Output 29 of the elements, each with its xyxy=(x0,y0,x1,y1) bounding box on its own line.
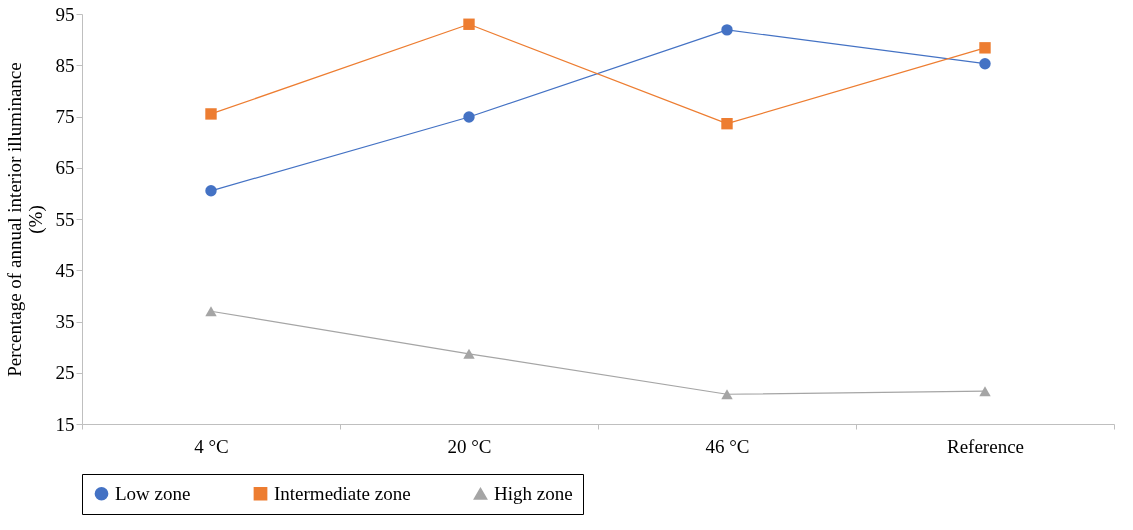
y-tick-label: 15 xyxy=(55,413,75,435)
point xyxy=(979,42,991,54)
point xyxy=(205,185,217,197)
legend-label: Low zone xyxy=(115,482,191,504)
x-tick-label: 46 °C xyxy=(705,435,750,457)
point xyxy=(979,386,991,397)
y-tick-label: 55 xyxy=(55,208,75,230)
point xyxy=(721,24,733,36)
legend-label: Intermediate zone xyxy=(274,482,411,504)
point xyxy=(463,348,475,359)
x-tick-label: Reference xyxy=(947,435,1024,457)
point xyxy=(463,111,475,123)
y-tick-label: 45 xyxy=(55,259,75,281)
y-tick-label: 65 xyxy=(55,157,75,179)
point xyxy=(721,389,733,400)
point xyxy=(721,117,733,130)
y-tick-label: 25 xyxy=(55,362,75,384)
y-axis-title: Percentage of annual interior illuminance (%) xyxy=(3,62,47,377)
point xyxy=(979,58,991,70)
x-tick-label: 4 °C xyxy=(194,435,229,457)
legend-label: High zone xyxy=(494,482,573,504)
x-tick-label: 20 °C xyxy=(447,435,492,457)
y-tick-label: 95 xyxy=(55,3,75,25)
y-tick-label: 35 xyxy=(55,311,75,332)
point xyxy=(205,306,217,317)
y-tick-label: 85 xyxy=(55,54,75,76)
point xyxy=(463,18,475,30)
y-tick-label: 75 xyxy=(55,106,75,127)
point xyxy=(205,108,217,120)
